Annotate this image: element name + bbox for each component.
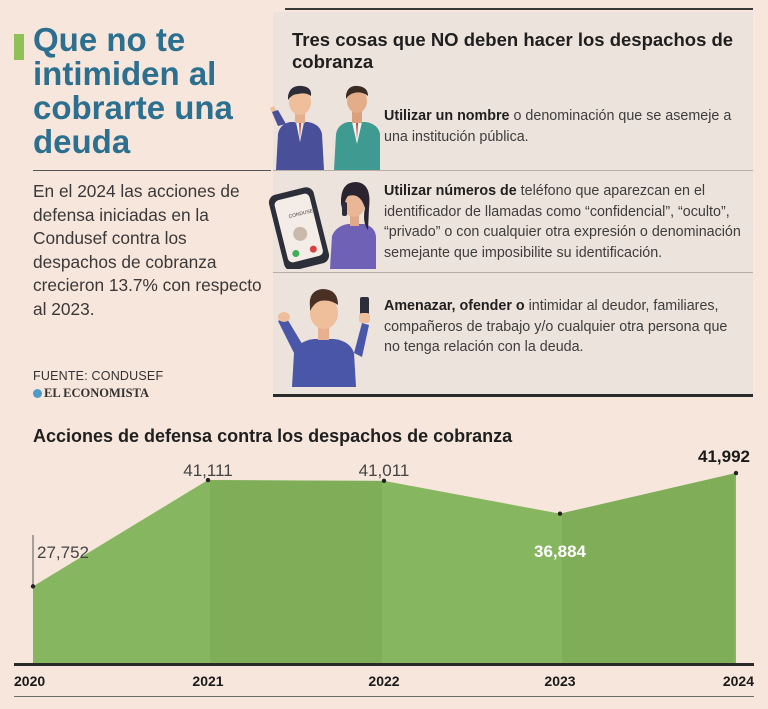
panel-bottom-rule — [273, 394, 753, 397]
chart-title: Acciones de defensa contra los despachos… — [33, 426, 513, 446]
brand-name: EL ECONOMISTA — [44, 386, 149, 400]
tip-2-text: teléfono que aparezcan en el identificad… — [384, 183, 741, 261]
brand-globe-icon — [33, 389, 42, 398]
tip-divider-1 — [273, 170, 753, 171]
tip-divider-2 — [273, 272, 753, 273]
woman-on-phone-icon — [330, 182, 376, 269]
tip-3-bold: Amenazar, ofender o — [384, 298, 525, 314]
title-accent-bar — [14, 34, 24, 60]
chart-band-3 — [562, 473, 734, 664]
x-tick-2021: 2021 — [192, 673, 223, 689]
tip-3-text: intimidar al deudor, familiares, compañe… — [384, 298, 728, 355]
data-point-2023 — [557, 511, 563, 516]
chart-area-fill — [33, 473, 736, 664]
tip-1-bold: Utilizar un nombre — [384, 108, 510, 124]
tip-1-text: o denominación que se asemeje a una inst… — [384, 108, 732, 145]
panel-title: Tres cosas que NO deben hacer los despac… — [292, 29, 734, 72]
value-label-2020: 27,752 — [37, 543, 89, 562]
x-tick-2024: 2024 — [723, 673, 754, 689]
value-label-2023: 36,884 — [534, 542, 587, 561]
page-title: Que no te intimiden al cobrarte una deud… — [33, 21, 233, 160]
title-divider — [33, 170, 271, 171]
value-label-2022: 41,011 — [359, 461, 410, 480]
x-tick-2020: 2020 — [14, 673, 45, 689]
phone-icon: CONDUSEF — [268, 187, 330, 269]
data-point-2022 — [381, 478, 387, 484]
area-chart: 27,752 41,111 41,011 36,884 41,992 2020 2021 20… — [14, 447, 754, 689]
data-point-2020 — [30, 584, 36, 589]
stressed-man-icon — [278, 289, 370, 387]
person-suit-icon — [334, 85, 380, 170]
value-label-2024: 41,992 — [698, 447, 750, 466]
tip-item-2: Utilizar números de teléfono que aparezc… — [384, 181, 744, 263]
x-tick-2023: 2023 — [544, 673, 575, 689]
phone-call-illustration: CONDUSEF — [268, 182, 376, 269]
value-label-2021: 41,111 — [183, 461, 232, 480]
person-pointing-icon — [270, 85, 324, 170]
bottom-rule — [14, 696, 754, 697]
impersonation-illustration — [270, 85, 380, 170]
tip-item-3: Amenazar, ofender o intimidar al deudor,… — [384, 296, 744, 358]
x-axis-line — [14, 663, 754, 666]
lede-text: En el 2024 las acciones de defensa inici… — [33, 181, 262, 319]
chart-band-1 — [210, 480, 382, 664]
brand-logo: EL ECONOMISTA — [33, 386, 149, 401]
data-point-2021 — [205, 477, 211, 483]
source-note: FUENTE: CONDUSEF — [33, 369, 164, 383]
tip-item-1: Utilizar un nombre o denominación que se… — [384, 106, 744, 147]
x-tick-2022: 2022 — [368, 673, 399, 689]
top-rule — [285, 8, 753, 10]
stressed-person-illustration — [278, 289, 370, 387]
data-point-2024 — [733, 470, 739, 476]
tip-2-bold: Utilizar números de — [384, 183, 517, 199]
